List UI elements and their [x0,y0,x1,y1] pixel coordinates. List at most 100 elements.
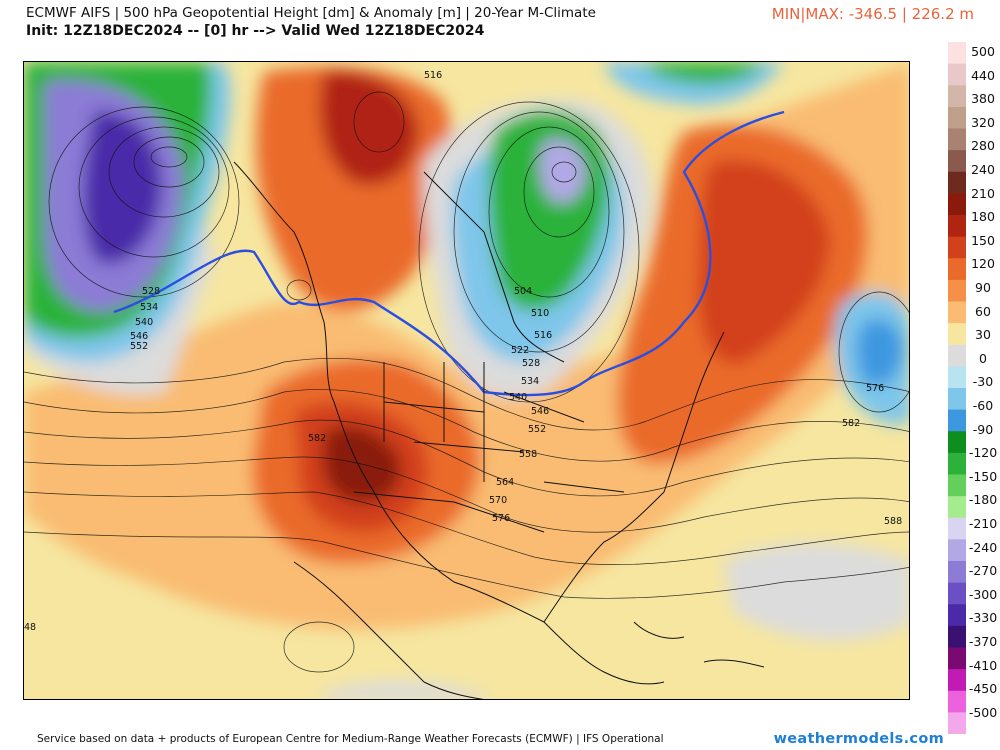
min-max-readout: MIN|MAX: -346.5 | 226.2 m [771,5,974,23]
contour-label: 582 [842,418,860,429]
contour-label: 564 [496,477,514,488]
colorbar-tick-label: 180 [971,209,995,225]
contour-label: 522 [511,345,529,356]
colorbar-swatch [948,301,966,324]
contour-label: 540 [509,392,527,403]
contour-labels: 516 528 534 540 546 552 504 510 516 522 … [24,70,902,633]
colorbar-swatch [948,625,966,649]
colorbar-tick-label: -270 [968,563,998,579]
colorbar-tick-label: -330 [968,610,998,626]
contour-label: 558 [519,449,537,460]
colorbar-swatch [948,215,966,238]
colorbar-swatch [948,388,966,411]
northwest-ridge-core [320,71,419,185]
height-contours [24,91,909,673]
colorbar-swatch [948,85,966,108]
colorbar-swatch [948,279,966,303]
colorbar-swatch [948,344,966,367]
contour-label: 576 [492,513,510,524]
contour-label: 534 [521,376,539,387]
colorbar-tick-label: 60 [975,303,991,319]
colorbar-swatch [948,258,966,281]
colorbar-tick-label: -240 [968,539,998,555]
colorbar-swatch [948,561,966,584]
colorbar-swatch [948,171,966,194]
colorbar-tick-label: -150 [968,468,998,484]
colorbar-tick-label: 440 [971,67,995,83]
colorbar-tick-label: -90 [972,421,994,437]
atlantic-neutral [724,543,909,641]
map-panel: 516 528 534 540 546 552 504 510 516 522 … [23,61,910,700]
colorbar-tick-label: -370 [968,634,998,649]
colorbar-tick-label: 380 [971,91,995,107]
zero-anomaly-contour [113,110,785,397]
anomaly-map: 516 528 534 540 546 552 504 510 516 522 … [24,62,909,699]
colorbar-swatch [948,452,966,476]
pacific-trough-core [83,111,163,264]
colorbar-tick-label: 210 [971,185,995,201]
colorbar-swatch [948,42,966,65]
data-credit: Service based on data + products of Euro… [37,733,664,745]
contour-label: 576 [866,383,884,394]
colorbar-tick-label: 30 [975,327,991,343]
contour-label: 528 [522,358,540,369]
coastlines [233,161,765,699]
brand-logo-text[interactable]: weathermodels.com [773,731,944,747]
contour-label: 546 [531,406,549,417]
colorbar-swatch [948,582,966,605]
anomaly-colorbar [948,42,966,734]
colorbar-tick-label: 240 [971,162,995,177]
colorbar-swatch [948,366,966,389]
arctic-trough-green [644,62,764,84]
contour-label: 504 [514,286,532,297]
contour-label: 48 [24,622,36,633]
colorbar-tick-label: 320 [971,114,995,130]
colorbar-swatch [948,106,966,130]
contour-label: 570 [489,495,507,506]
greenland-trough-core [539,138,586,204]
colorbar-tick-label: -500 [968,704,998,720]
colorbar-swatch [948,150,966,173]
colorbar-swatch [948,193,966,216]
colorbar-tick-label: -300 [968,586,998,602]
colorbar-swatch [948,63,966,86]
colorbar-tick-label: 90 [975,280,991,295]
colorbar-swatch [948,604,966,627]
colorbar-swatch [948,128,966,151]
colorbar-tick-label: 280 [971,138,995,154]
atlantic-trough-core [856,318,904,386]
colorbar-swatch [948,236,966,259]
contour-label: 540 [135,317,153,328]
colorbar-swatch [948,669,966,692]
colorbar-tick-label: -450 [968,681,998,697]
colorbar-swatch [948,647,966,670]
colorbar-swatch [948,712,966,734]
colorbar-tick-label: 0 [979,350,987,366]
colorbar-swatch [948,517,966,540]
positive-anomaly-weak [24,62,909,630]
colorbar-tick-label: -60 [972,398,994,413]
colorbar-tick-label: -30 [972,374,994,390]
colorbar-tick-label: -180 [968,492,998,508]
colorbar-tick-label: 150 [971,232,995,248]
colorbar-tick-label: 500 [971,44,995,59]
colorbar-swatch [948,539,966,562]
contour-label: 516 [534,330,552,341]
atlantic-ridge-inner [698,160,830,364]
contour-label: 582 [308,433,326,444]
contour-label: 546 [130,331,148,342]
colorbar-swatch [948,323,966,346]
colorbar-swatch [948,474,966,497]
colorbar-swatch [948,496,966,519]
colorbar-swatch [948,431,966,454]
colorbar-tick-label: -120 [968,445,998,461]
colorbar-swatch [948,409,966,432]
contour-label: 528 [142,286,160,297]
colorbar-swatch [948,690,966,713]
contour-label: 534 [140,302,158,313]
contour-label: 510 [531,308,549,319]
colorbar-tick-label: -210 [968,516,998,531]
contour-label: 516 [424,70,442,81]
map-title: ECMWF AIFS | 500 hPa Geopotential Height… [26,5,596,21]
south-neutral [324,681,491,699]
